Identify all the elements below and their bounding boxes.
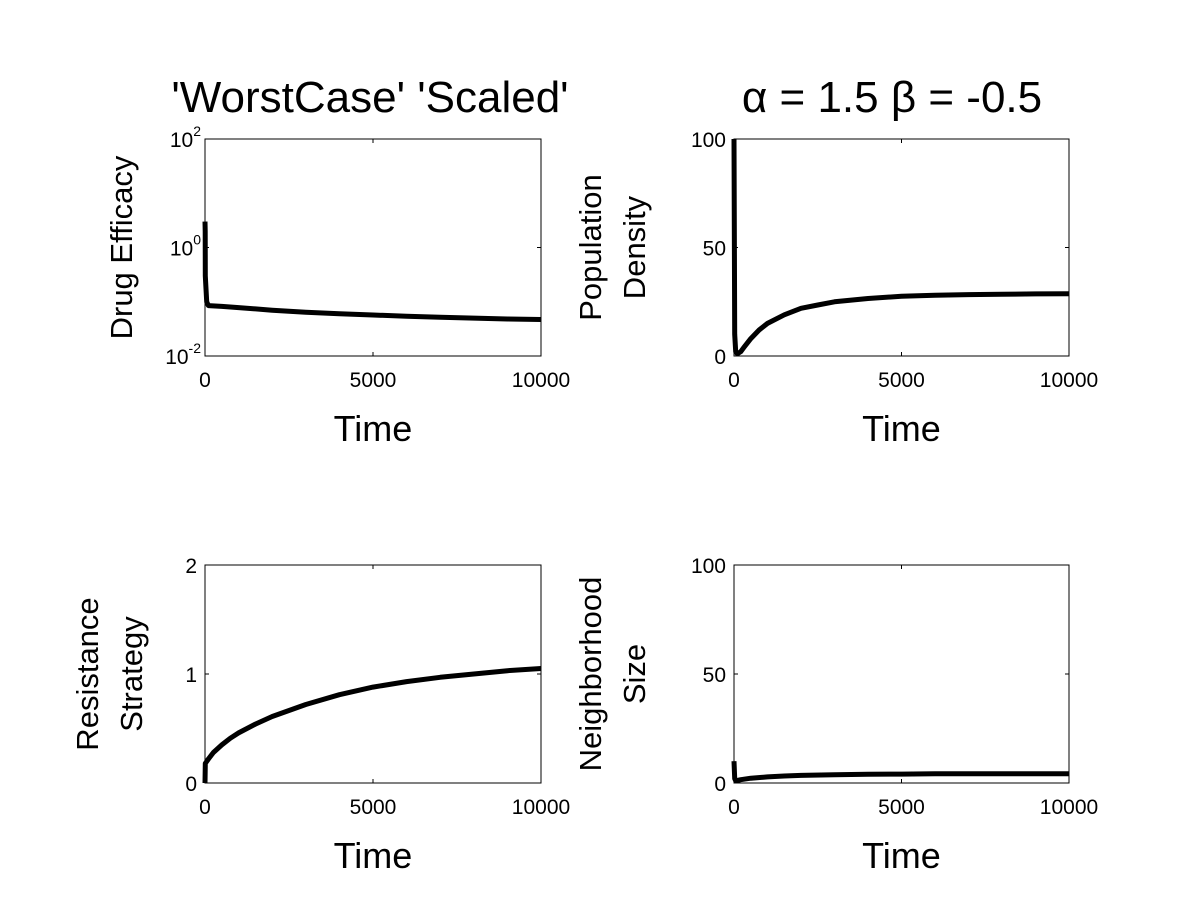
y-tick-label: 100 bbox=[691, 129, 726, 152]
y-axis-label: Neighborhood bbox=[573, 577, 608, 772]
y-tick-label: 0 bbox=[714, 346, 726, 369]
x-tick-label: 0 bbox=[728, 369, 740, 392]
x-tick-label: 10000 bbox=[512, 796, 570, 819]
x-tick-label: 5000 bbox=[878, 796, 925, 819]
subplot-title: 'WorstCase' 'Scaled' bbox=[171, 73, 568, 122]
y-axis-label: Density bbox=[617, 195, 652, 299]
y-axis-label: Strategy bbox=[114, 616, 149, 732]
x-tick-label: 10000 bbox=[512, 369, 570, 392]
x-axis-label: Time bbox=[862, 408, 941, 449]
series-line bbox=[202, 221, 542, 322]
x-tick-label: 5000 bbox=[878, 369, 925, 392]
series-line bbox=[731, 138, 1070, 357]
y-axis-label: Drug Efficacy bbox=[104, 155, 139, 339]
y-tick-label: 100 bbox=[691, 555, 726, 578]
y-tick-label: 2 bbox=[185, 555, 197, 578]
y-tick-label: 0 bbox=[185, 773, 197, 796]
x-tick-label: 5000 bbox=[350, 369, 397, 392]
axes-box bbox=[733, 138, 1070, 357]
x-tick-label: 10000 bbox=[1040, 369, 1098, 392]
y-tick-label: 0 bbox=[714, 773, 726, 796]
subplot-2: 0 5000 10000 0 50 100 Time Population Density α =… bbox=[573, 73, 1098, 449]
x-axis-label: Time bbox=[334, 835, 413, 876]
x-axis-label: Time bbox=[334, 408, 413, 449]
y-tick-label: 50 bbox=[703, 238, 726, 261]
x-tick-label: 10000 bbox=[1040, 796, 1098, 819]
series-line bbox=[731, 761, 1069, 784]
y-axis-label: Resistance bbox=[70, 597, 105, 750]
subplot-1: 0 5000 10000 10-2 100 102 Time Drug Efficacy 'Wo… bbox=[104, 73, 570, 449]
y-tick-label: 100 bbox=[170, 232, 201, 261]
x-tick-label: 0 bbox=[199, 369, 211, 392]
x-tick-label: 0 bbox=[199, 796, 211, 819]
x-axis-label: Time bbox=[862, 835, 941, 876]
y-tick-label: 102 bbox=[170, 123, 201, 152]
x-tick-label: 0 bbox=[728, 796, 740, 819]
axes-box bbox=[733, 564, 1070, 784]
axes-box bbox=[204, 138, 542, 357]
y-tick-label: 50 bbox=[703, 664, 726, 687]
subplot-3: 0 5000 10000 0 1 2 Time Resistance Strategy bbox=[70, 555, 570, 876]
series-line bbox=[202, 666, 542, 784]
x-tick-label: 5000 bbox=[350, 796, 397, 819]
y-tick-label: 1 bbox=[185, 664, 197, 687]
y-tick-label: 10-2 bbox=[165, 340, 201, 369]
y-axis-label: Size bbox=[617, 644, 652, 704]
subplot-title: α = 1.5 β = -0.5 bbox=[742, 73, 1042, 122]
subplot-4: 0 5000 10000 0 50 100 Time Neighborhood Size bbox=[573, 555, 1098, 876]
y-axis-label: Population bbox=[573, 174, 608, 321]
